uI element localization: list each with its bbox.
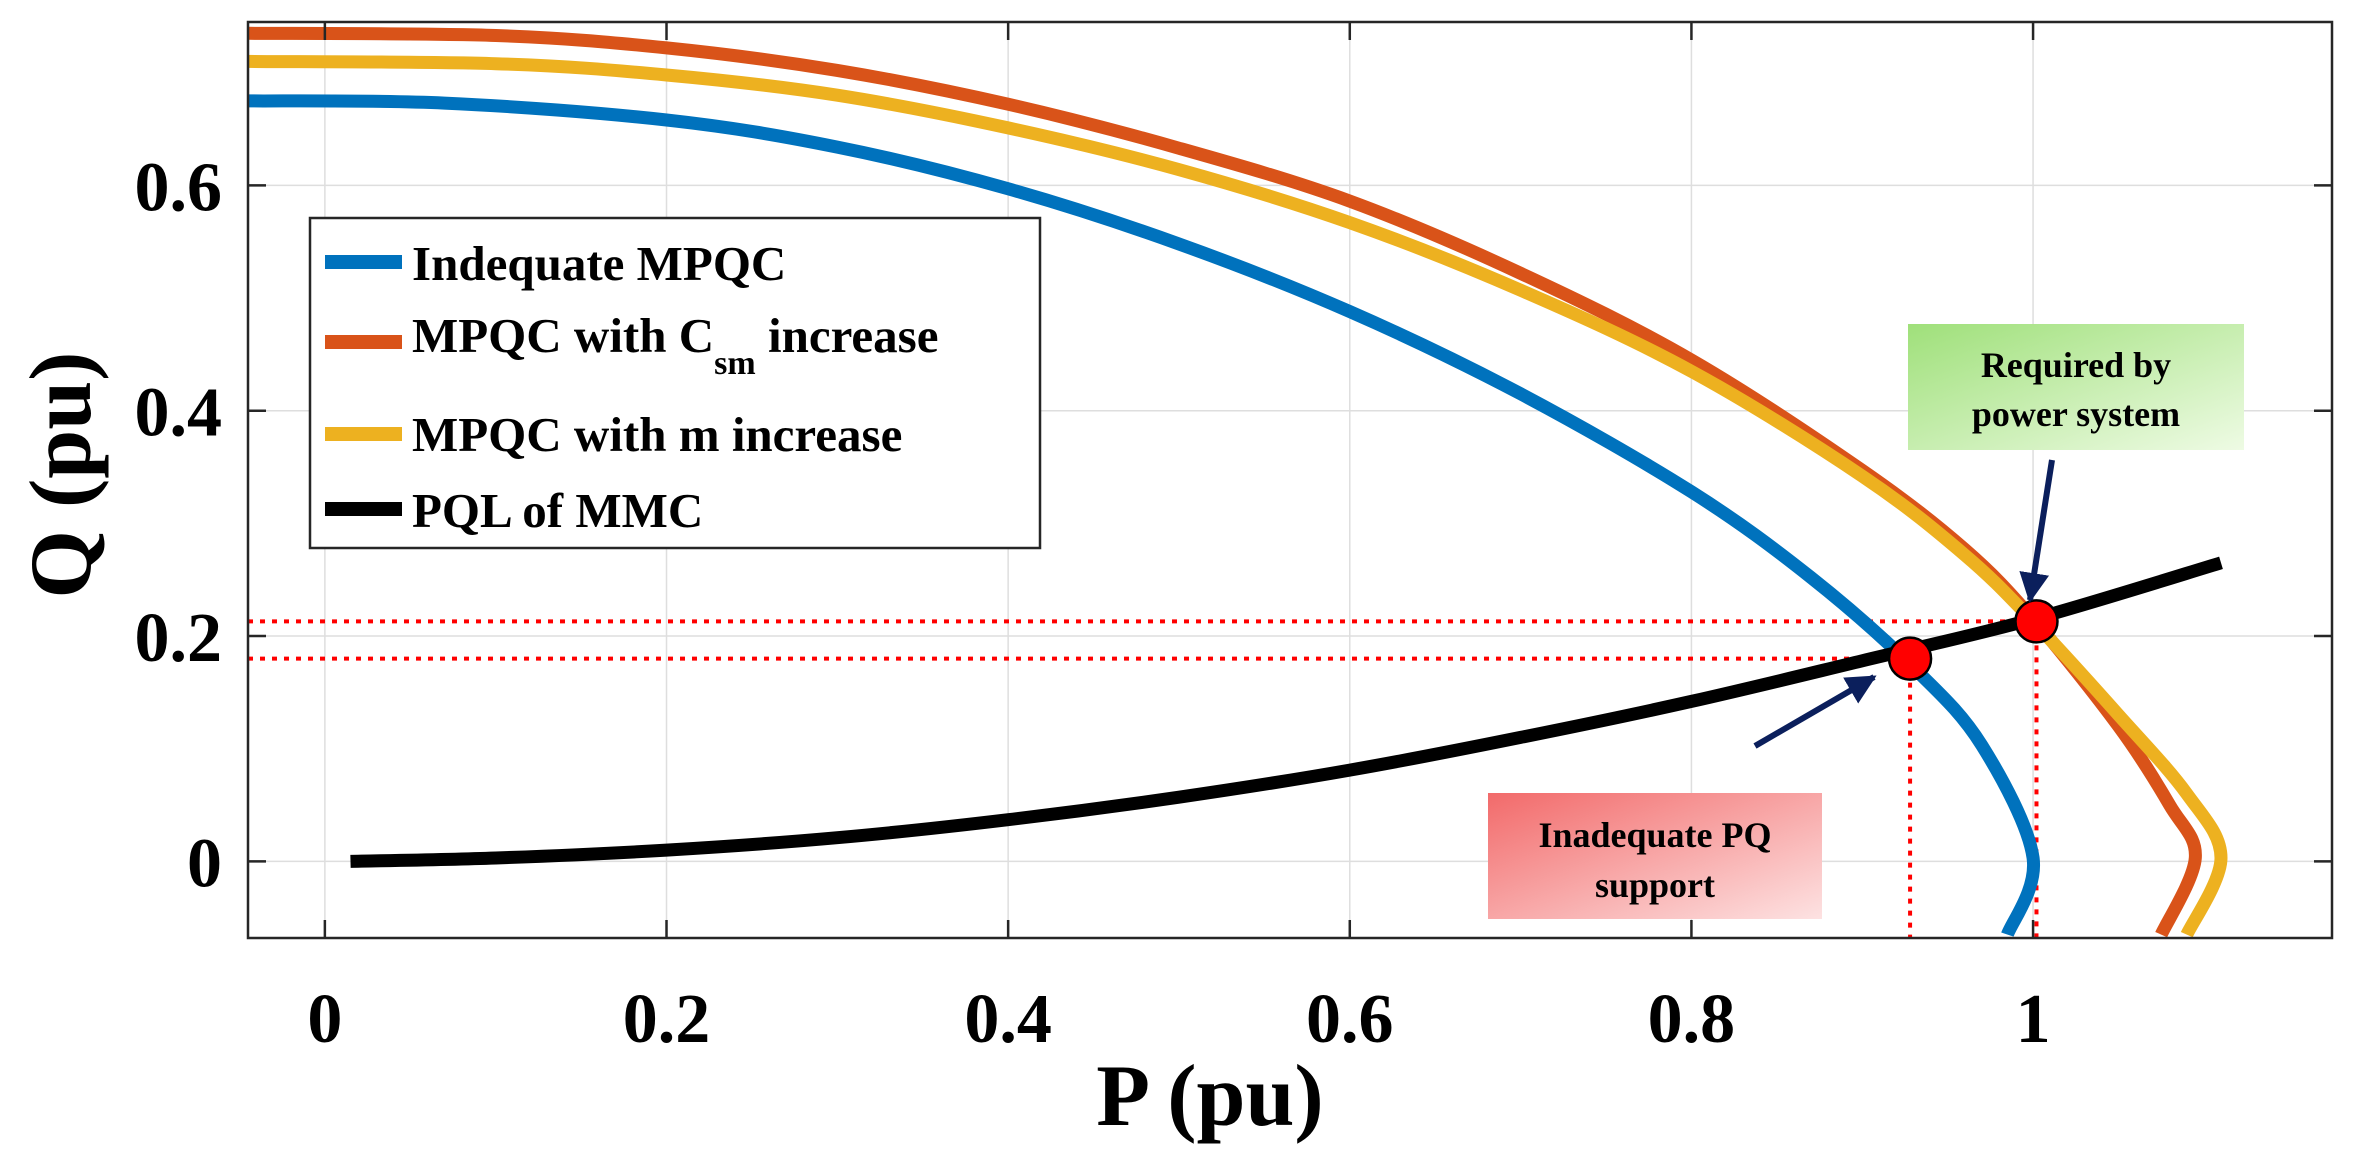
legend-label-csm: MPQC with Csm increase — [412, 308, 939, 382]
annotation-required-line1: Required by — [1981, 345, 2171, 385]
x-tick-label: 1 — [2016, 981, 2051, 1058]
y-ticks: 0 0.2 0.4 0.6 — [135, 149, 2332, 902]
annotation-inadequate-box — [1488, 793, 1822, 919]
annotation-required: Required by power system — [1908, 324, 2244, 603]
legend-label-csm-sub: sm — [714, 345, 756, 382]
marker-required-point — [2014, 599, 2059, 644]
x-axis-title: P (pu) — [1096, 1048, 1323, 1145]
x-tick-label: 0 — [307, 981, 342, 1058]
arrow-inadequate — [1753, 674, 1877, 749]
legend-label-csm-tail: increase — [756, 308, 939, 363]
legend-label-pql: PQL of MMC — [412, 483, 703, 538]
x-tick-label: 0.2 — [623, 981, 711, 1058]
legend-label-csm-main: MPQC with C — [412, 308, 714, 363]
arrow-required — [2019, 459, 2055, 603]
y-tick-label: 0.2 — [135, 600, 223, 677]
series-line-2 — [248, 54, 2228, 938]
marker-inadequate-point — [1887, 636, 1933, 681]
legend-box — [308, 216, 1042, 550]
legend-label-m: MPQC with m increase — [412, 407, 902, 462]
legend: Indequate MPQC MPQC with Csm increase MP… — [308, 216, 1042, 550]
reference-lines — [248, 619, 2039, 938]
y-tick-label: 0.6 — [135, 149, 223, 226]
annotation-inadequate-line1: Inadequate PQ — [1538, 815, 1771, 855]
annotation-inadequate-line2: support — [1595, 865, 1715, 905]
plot-frame — [246, 20, 2334, 940]
series-line-0 — [248, 94, 2041, 938]
x-tick-label: 0.6 — [1306, 981, 1394, 1058]
annotation-required-line2: power system — [1972, 394, 2180, 434]
y-tick-label: 0 — [187, 825, 222, 902]
annotation-inadequate: Inadequate PQ support — [1488, 674, 1877, 919]
legend-label-indequate: Indequate MPQC — [412, 236, 786, 291]
x-ticks: 0 0.2 0.4 0.6 0.8 1 — [307, 22, 2051, 1058]
y-axis-title: Q (pu) — [13, 352, 110, 599]
annotation-required-box — [1908, 324, 2244, 450]
series-line-1 — [248, 26, 2202, 938]
x-tick-label: 0.8 — [1648, 981, 1736, 1058]
y-tick-label: 0.4 — [135, 375, 223, 452]
x-tick-label: 0.4 — [964, 981, 1052, 1058]
